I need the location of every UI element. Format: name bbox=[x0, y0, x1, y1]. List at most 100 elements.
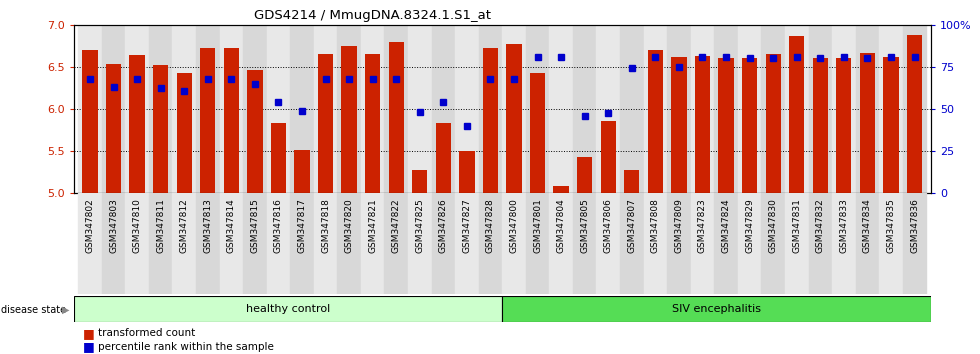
Text: GSM347809: GSM347809 bbox=[674, 198, 683, 253]
Text: GSM347807: GSM347807 bbox=[627, 198, 636, 253]
Bar bbox=[554, 186, 568, 193]
Bar bbox=[365, 54, 380, 193]
Text: ■: ■ bbox=[83, 327, 95, 340]
Bar bbox=[267, 193, 290, 294]
Bar bbox=[573, 193, 597, 294]
Bar bbox=[691, 25, 714, 193]
Bar bbox=[667, 193, 691, 294]
Text: GSM347814: GSM347814 bbox=[226, 198, 236, 253]
Bar bbox=[314, 193, 337, 294]
Text: GSM347802: GSM347802 bbox=[85, 198, 94, 253]
Bar bbox=[389, 42, 404, 193]
Bar bbox=[413, 170, 427, 193]
Bar bbox=[808, 25, 832, 193]
Bar bbox=[785, 193, 808, 294]
Bar bbox=[883, 57, 899, 193]
Bar bbox=[431, 25, 455, 193]
Bar bbox=[738, 193, 761, 294]
Bar bbox=[290, 193, 314, 294]
Bar bbox=[856, 25, 879, 193]
Bar bbox=[125, 25, 149, 193]
Bar bbox=[149, 25, 172, 193]
Bar bbox=[431, 193, 455, 294]
Bar bbox=[879, 193, 903, 294]
Bar bbox=[460, 151, 474, 193]
Bar bbox=[243, 25, 267, 193]
Text: GSM347824: GSM347824 bbox=[721, 198, 730, 253]
Text: GSM347818: GSM347818 bbox=[321, 198, 330, 253]
Bar bbox=[314, 25, 337, 193]
Bar bbox=[573, 25, 597, 193]
Bar bbox=[832, 25, 856, 193]
Bar bbox=[789, 36, 805, 193]
Bar bbox=[384, 193, 408, 294]
Bar bbox=[483, 48, 498, 193]
Bar bbox=[597, 25, 620, 193]
Bar bbox=[102, 193, 125, 294]
Bar bbox=[644, 25, 667, 193]
Bar bbox=[318, 54, 333, 193]
Bar bbox=[530, 73, 545, 193]
Bar bbox=[507, 44, 521, 193]
Bar bbox=[129, 55, 145, 193]
Bar bbox=[455, 193, 478, 294]
Text: SIV encephalitis: SIV encephalitis bbox=[672, 304, 761, 314]
Text: GSM347800: GSM347800 bbox=[510, 198, 518, 253]
Bar bbox=[620, 193, 644, 294]
Bar bbox=[859, 52, 875, 193]
Text: GSM347827: GSM347827 bbox=[463, 198, 471, 253]
Bar bbox=[200, 48, 216, 193]
Bar bbox=[671, 57, 687, 193]
Text: GSM347823: GSM347823 bbox=[698, 198, 707, 253]
Bar bbox=[903, 193, 926, 294]
Bar bbox=[102, 25, 125, 193]
Text: GSM347825: GSM347825 bbox=[416, 198, 424, 253]
Bar bbox=[620, 25, 644, 193]
Bar bbox=[597, 193, 620, 294]
Bar bbox=[718, 58, 734, 193]
Bar bbox=[695, 56, 710, 193]
Text: GSM347808: GSM347808 bbox=[651, 198, 660, 253]
Text: GSM347801: GSM347801 bbox=[533, 198, 542, 253]
Bar bbox=[243, 193, 267, 294]
Bar bbox=[361, 25, 384, 193]
Text: GSM347812: GSM347812 bbox=[179, 198, 189, 253]
Text: GSM347804: GSM347804 bbox=[557, 198, 565, 253]
Bar bbox=[808, 193, 832, 294]
Bar bbox=[761, 193, 785, 294]
Text: GSM347806: GSM347806 bbox=[604, 198, 612, 253]
Bar bbox=[220, 25, 243, 193]
Text: percentile rank within the sample: percentile rank within the sample bbox=[98, 342, 273, 352]
Text: GSM347832: GSM347832 bbox=[815, 198, 825, 253]
Bar bbox=[714, 193, 738, 294]
Text: GSM347829: GSM347829 bbox=[745, 198, 754, 253]
Text: GSM347813: GSM347813 bbox=[203, 198, 213, 253]
Bar bbox=[478, 193, 502, 294]
Bar bbox=[714, 25, 738, 193]
Text: GSM347822: GSM347822 bbox=[392, 198, 401, 253]
Bar bbox=[502, 296, 931, 322]
Text: GSM347820: GSM347820 bbox=[345, 198, 354, 253]
Bar bbox=[223, 48, 239, 193]
Text: GDS4214 / MmugDNA.8324.1.S1_at: GDS4214 / MmugDNA.8324.1.S1_at bbox=[254, 9, 491, 22]
Bar bbox=[176, 73, 192, 193]
Text: GSM347831: GSM347831 bbox=[792, 198, 802, 253]
Bar bbox=[601, 121, 615, 193]
Text: healthy control: healthy control bbox=[246, 304, 330, 314]
Bar bbox=[812, 58, 828, 193]
Bar bbox=[436, 123, 451, 193]
Text: GSM347803: GSM347803 bbox=[109, 198, 118, 253]
Bar bbox=[408, 193, 431, 294]
Bar bbox=[294, 150, 310, 193]
Bar bbox=[648, 50, 663, 193]
Bar bbox=[82, 50, 98, 193]
Bar bbox=[247, 70, 263, 193]
Bar bbox=[267, 25, 290, 193]
Bar bbox=[290, 25, 314, 193]
Text: GSM347805: GSM347805 bbox=[580, 198, 589, 253]
Text: GSM347835: GSM347835 bbox=[887, 198, 896, 253]
Bar bbox=[361, 193, 384, 294]
Bar bbox=[341, 46, 357, 193]
Text: GSM347834: GSM347834 bbox=[863, 198, 872, 253]
Bar bbox=[172, 25, 196, 193]
